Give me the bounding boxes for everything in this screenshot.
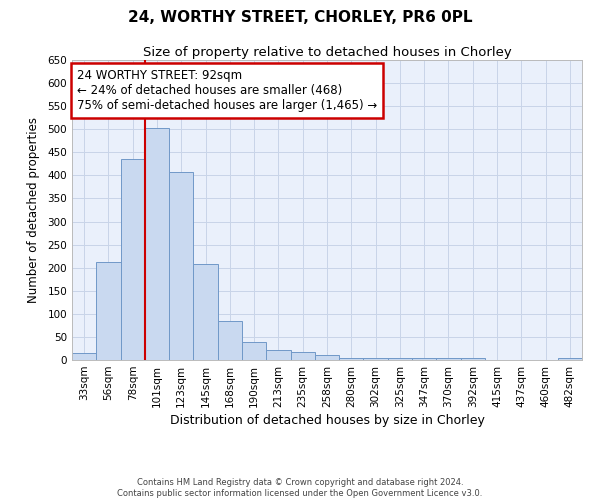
Bar [412, 358, 436, 360]
Text: 24, WORTHY STREET, CHORLEY, PR6 0PL: 24, WORTHY STREET, CHORLEY, PR6 0PL [128, 10, 472, 25]
Bar [121, 159, 145, 360]
Bar [558, 358, 582, 360]
Text: 24 WORTHY STREET: 92sqm
← 24% of detached houses are smaller (468)
75% of semi-d: 24 WORTHY STREET: 92sqm ← 24% of detache… [77, 69, 377, 112]
Bar [72, 353, 96, 360]
Bar [436, 358, 461, 360]
Bar [290, 352, 315, 360]
Bar [242, 342, 266, 360]
Title: Size of property relative to detached houses in Chorley: Size of property relative to detached ho… [143, 46, 511, 59]
Text: Contains HM Land Registry data © Crown copyright and database right 2024.
Contai: Contains HM Land Registry data © Crown c… [118, 478, 482, 498]
Bar [96, 262, 121, 360]
Bar [218, 321, 242, 360]
X-axis label: Distribution of detached houses by size in Chorley: Distribution of detached houses by size … [170, 414, 484, 427]
Bar [364, 358, 388, 360]
Bar [145, 128, 169, 360]
Y-axis label: Number of detached properties: Number of detached properties [28, 117, 40, 303]
Bar [315, 356, 339, 360]
Bar [266, 350, 290, 360]
Bar [461, 358, 485, 360]
Bar [193, 264, 218, 360]
Bar [388, 358, 412, 360]
Bar [339, 358, 364, 360]
Bar [169, 172, 193, 360]
